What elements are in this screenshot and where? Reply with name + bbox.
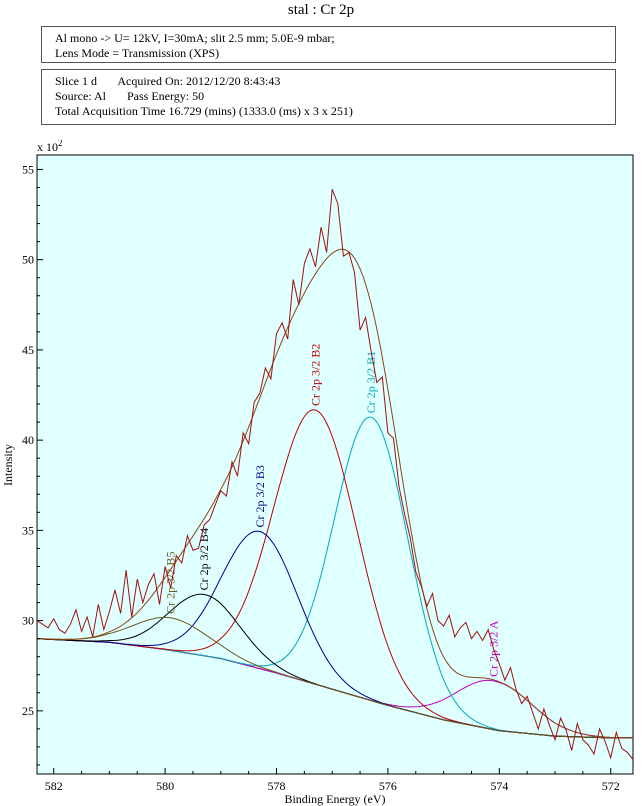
component-label: Cr 2p 3/2 B1: [364, 351, 378, 413]
x-tick-label: 574: [490, 779, 508, 793]
x-tick-label: 576: [379, 779, 397, 793]
y-tick-label: 50: [22, 253, 34, 267]
component-curve: [36, 616, 633, 739]
y-tick-label: 25: [22, 704, 34, 718]
x-tick-label: 582: [45, 779, 63, 793]
plot-area: [36, 154, 634, 775]
page-title: stal : Cr 2p: [287, 2, 355, 18]
slice-acquired-line: Slice 1 d Acquired On: 2012/12/20 8:43:4…: [55, 74, 281, 88]
x-tick-label: 572: [602, 779, 620, 793]
x-tick-label: 580: [156, 779, 174, 793]
component-label: Cr 2p 3/2 B3: [253, 465, 267, 527]
acquisition-info-box: Slice 1 d Acquired On: 2012/12/20 8:43:4…: [41, 69, 616, 125]
y-axis-multiplier: x 102: [37, 140, 63, 154]
envelope-curve: [36, 248, 634, 739]
spectrum-line: [36, 189, 634, 760]
source-pass-energy-line: Source: Al Pass Energy: 50: [55, 89, 205, 103]
lens-mode-line: Lens Mode = Transmission (XPS): [55, 46, 220, 60]
total-acquisition-line: Total Acquisition Time 16.729 (mins) (13…: [55, 104, 353, 118]
instrument-settings-line: Al mono -> U= 12kV, I=30mA; slit 2.5 mm;…: [55, 31, 335, 45]
y-axis-label: Intensity: [1, 444, 15, 486]
y-tick-label: 55: [22, 162, 34, 176]
y-tick-label: 40: [22, 433, 34, 447]
y-tick-label: 35: [22, 523, 34, 537]
x-tick-label: 578: [268, 779, 286, 793]
component-label: Cr 2p 3/2 B4: [197, 528, 211, 590]
y-tick-label: 45: [22, 343, 34, 357]
y-tick-label: 30: [22, 614, 34, 628]
component-label: Cr 2p 3/2 B2: [309, 344, 323, 406]
axis-layer: 582 580 578 576 574 572 25 30 35 40 45 50 55: [22, 162, 620, 793]
x-axis-label: Binding Energy (eV): [284, 792, 385, 806]
instrument-info-box: Al mono -> U= 12kV, I=30mA; slit 2.5 mm;…: [41, 26, 616, 63]
